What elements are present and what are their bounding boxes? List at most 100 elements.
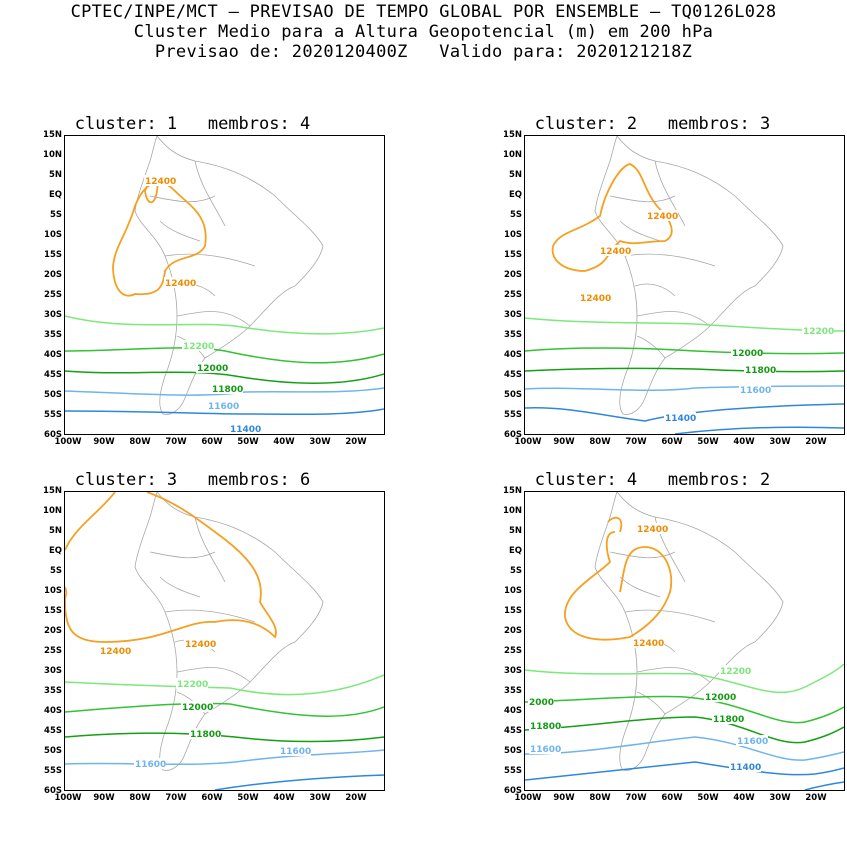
y-tick-label: 20S bbox=[504, 626, 522, 636]
contour-12400 bbox=[551, 163, 673, 272]
y-tick-label: 10N bbox=[43, 150, 62, 160]
country-border bbox=[164, 253, 256, 267]
x-tick-label: 50W bbox=[237, 437, 259, 447]
y-tick-label: 5N bbox=[48, 526, 62, 536]
contour-label-background bbox=[632, 637, 664, 648]
x-tick-label: 60W bbox=[661, 793, 683, 803]
y-tick-label: 60S bbox=[44, 430, 62, 440]
y-tick-label: 5S bbox=[49, 566, 62, 576]
contour-label-background bbox=[279, 745, 311, 756]
map-plot: 12400 12400 12200 12000 11800 11600 11400 bbox=[64, 135, 385, 442]
country-border bbox=[164, 609, 256, 623]
contour-12400 bbox=[64, 491, 277, 643]
contour-label: 12400 bbox=[165, 279, 196, 289]
contour-label: 11600 bbox=[280, 747, 311, 757]
contour-11800 bbox=[64, 370, 385, 385]
contour-label-background bbox=[176, 678, 208, 689]
x-tick-label: 60W bbox=[201, 437, 223, 447]
country-border bbox=[176, 667, 251, 683]
contour-12200 bbox=[64, 674, 385, 696]
y-tick-label: 45S bbox=[44, 370, 62, 380]
y-tick-label: 5N bbox=[508, 170, 522, 180]
x-tick-label: 60W bbox=[201, 793, 223, 803]
country-border bbox=[159, 576, 201, 598]
continent-outline bbox=[594, 491, 784, 771]
country-border bbox=[634, 283, 676, 297]
y-tick-label: 20S bbox=[504, 270, 522, 280]
panel-cluster-3: cluster: 3 membros: 6 15N 10N 5N EQ 5S 10S 15S… bbox=[0, 470, 385, 850]
x-tick-label: 40W bbox=[733, 437, 755, 447]
contour-label-background bbox=[181, 701, 213, 712]
y-tick-label: 50S bbox=[504, 390, 522, 400]
contour-label: 12200 bbox=[183, 342, 214, 352]
panel-title: cluster: 2 membros: 3 bbox=[534, 114, 771, 134]
x-tick-label: 20W bbox=[345, 793, 367, 803]
country-border bbox=[159, 220, 201, 242]
contour-label: 12400 bbox=[647, 212, 678, 222]
x-tick-label: 20W bbox=[345, 437, 367, 447]
y-tick-label: 60S bbox=[504, 786, 522, 796]
contour-label: 11400 bbox=[230, 425, 261, 434]
y-tick-label: 60S bbox=[504, 430, 522, 440]
contour-label-background bbox=[636, 523, 668, 534]
y-tick-label: 55S bbox=[44, 766, 62, 776]
y-tick-label: 15S bbox=[44, 250, 62, 260]
y-tick-label: 5N bbox=[48, 170, 62, 180]
x-tick-label: 40W bbox=[273, 437, 295, 447]
country-border bbox=[609, 551, 676, 559]
contour-11400 bbox=[214, 774, 385, 791]
x-tick-label: 30W bbox=[309, 793, 331, 803]
contour-label: 12400 bbox=[633, 639, 664, 649]
y-tick-label: 10N bbox=[503, 506, 522, 516]
contour-label-background bbox=[802, 325, 834, 336]
contour-12000 bbox=[524, 347, 845, 355]
contour-label: 12400 bbox=[637, 525, 668, 535]
contour-label-background bbox=[528, 696, 554, 707]
y-tick-label: 25S bbox=[44, 290, 62, 300]
y-tick-label: 55S bbox=[504, 766, 522, 776]
y-tick-label: 45S bbox=[504, 726, 522, 736]
y-tick-label: 40S bbox=[504, 350, 522, 360]
contour-11400 bbox=[804, 781, 845, 791]
x-tick-label: 20W bbox=[805, 793, 827, 803]
y-tick-label: 10N bbox=[503, 150, 522, 160]
contour-12200 bbox=[64, 315, 385, 335]
header-line-3: Previsao de: 2020120400Z Valido para: 20… bbox=[154, 42, 693, 62]
x-tick-label: 100W bbox=[514, 793, 542, 803]
country-border bbox=[609, 195, 676, 203]
contour-label: 2000 bbox=[529, 698, 554, 708]
y-tick-label: 50S bbox=[504, 746, 522, 756]
contour-11800 bbox=[64, 732, 385, 743]
country-border bbox=[636, 311, 711, 327]
contour-label-background bbox=[207, 400, 239, 411]
contour-11600 bbox=[524, 385, 845, 392]
contour-label: 11600 bbox=[135, 760, 166, 770]
contour-label-background bbox=[211, 383, 243, 394]
coastline bbox=[594, 491, 784, 771]
contour-label-background bbox=[712, 713, 744, 724]
y-tick-label: 10S bbox=[504, 230, 522, 240]
panel-title: cluster: 1 membros: 4 bbox=[74, 114, 311, 134]
coastline bbox=[594, 135, 784, 415]
x-tick-label: 100W bbox=[54, 437, 82, 447]
country-border bbox=[636, 335, 666, 359]
contour-label-background bbox=[189, 728, 221, 739]
continent-outline bbox=[594, 135, 784, 415]
contour-label: 11400 bbox=[730, 763, 761, 773]
contour-11400 bbox=[524, 761, 845, 781]
y-tick-label: 5S bbox=[509, 210, 522, 220]
country-border bbox=[619, 576, 661, 598]
x-tick-label: 100W bbox=[514, 437, 542, 447]
contour-label: 11600 bbox=[740, 386, 771, 396]
y-tick-label: 55S bbox=[44, 410, 62, 420]
y-tick-label: 50S bbox=[44, 390, 62, 400]
contour-label: 12400 bbox=[185, 640, 216, 650]
x-tick-label: 80W bbox=[589, 793, 611, 803]
contour-label: 12000 bbox=[182, 703, 213, 713]
x-tick-label: 70W bbox=[625, 793, 647, 803]
y-tick-label: 30S bbox=[44, 310, 62, 320]
y-tick-label: 15N bbox=[503, 486, 522, 496]
contour-label: 11400 bbox=[665, 414, 696, 424]
x-tick-label: 50W bbox=[697, 793, 719, 803]
country-border bbox=[194, 160, 226, 227]
